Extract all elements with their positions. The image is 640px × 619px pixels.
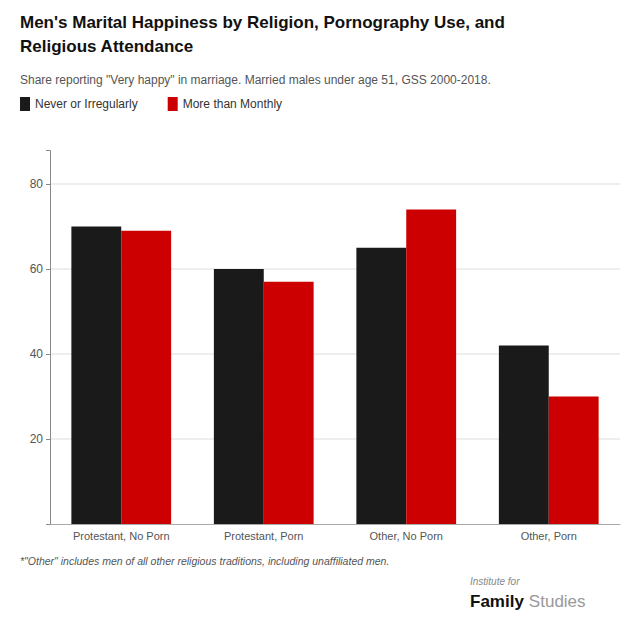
bar bbox=[264, 282, 314, 524]
bar bbox=[356, 248, 406, 524]
bar bbox=[71, 227, 121, 525]
tick-mark bbox=[46, 439, 50, 440]
legend-swatch bbox=[20, 97, 30, 111]
x-axis: Protestant, No Porn Protestant, Porn Other… bbox=[51, 525, 621, 542]
tick-mark bbox=[46, 354, 50, 355]
tick-label: Protestant, No Porn bbox=[73, 530, 170, 542]
legend-label: Never or Irregularly bbox=[35, 97, 138, 111]
subtitle: Share reporting "Very happy" in marriage… bbox=[20, 73, 491, 87]
bar bbox=[214, 269, 264, 524]
chart: Men's Marital Happiness by Religion, Por… bbox=[0, 0, 640, 619]
branding: Studies bbox=[529, 592, 586, 611]
grid-line bbox=[50, 184, 620, 185]
bars bbox=[71, 210, 598, 525]
tick-mark bbox=[46, 184, 50, 185]
plot: 20 40 60 80 Protestant, No Porn Protestant, P… bbox=[30, 151, 621, 542]
legend: Never or Irregularly More than Monthly bbox=[20, 97, 282, 111]
tick: Protestant, No Porn bbox=[73, 530, 170, 542]
tick: 20 bbox=[30, 432, 50, 446]
footnote: *"Other" includes men of all other relig… bbox=[20, 555, 389, 567]
bar bbox=[406, 210, 456, 525]
tick: Other, Porn bbox=[521, 530, 577, 542]
series bbox=[71, 227, 548, 525]
title: Religious Attendance bbox=[20, 37, 193, 56]
tick-mark bbox=[46, 269, 50, 270]
tick-label: 40 bbox=[30, 347, 44, 361]
tick: 80 bbox=[30, 177, 50, 191]
tick-label: 60 bbox=[30, 262, 44, 276]
tick-label: Other, No Porn bbox=[370, 530, 443, 542]
axis-line bbox=[46, 151, 51, 525]
bar bbox=[549, 397, 599, 525]
y-axis: 20 40 60 80 bbox=[30, 151, 51, 525]
branding: Family bbox=[470, 592, 524, 611]
bar bbox=[121, 231, 171, 524]
tick-label: Other, Porn bbox=[521, 530, 577, 542]
tick-label: 20 bbox=[30, 432, 44, 446]
tick: 40 bbox=[30, 347, 50, 361]
tick: 60 bbox=[30, 262, 50, 276]
title: Men's Marital Happiness by Religion, Por… bbox=[20, 13, 505, 32]
series bbox=[121, 210, 598, 525]
tick: Protestant, Porn bbox=[224, 530, 304, 542]
tick-label: Protestant, Porn bbox=[224, 530, 304, 542]
legend-label: More than Monthly bbox=[183, 97, 282, 111]
tick-label: 80 bbox=[30, 177, 44, 191]
axis-line bbox=[51, 524, 621, 525]
branding: Institute for bbox=[470, 576, 520, 587]
bar bbox=[499, 346, 549, 525]
legend-swatch bbox=[168, 97, 178, 111]
tick: Other, No Porn bbox=[370, 530, 443, 542]
